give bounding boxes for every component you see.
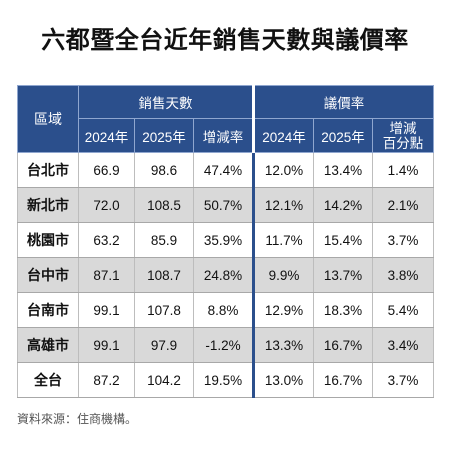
row-region: 桃園市: [17, 222, 79, 258]
header-rate-2024: 2024年: [252, 118, 315, 153]
table-row: 台北市 66.9 98.6 47.4% 12.0% 13.4% 1.4%: [17, 152, 435, 188]
row-region: 全台: [17, 362, 79, 398]
cell-days-2025: 97.9: [134, 327, 194, 363]
data-table: 區域 銷售天數 議價率 2024年 2025年 增減率 2024年 2025年 …: [17, 85, 435, 398]
row-region: 台中市: [17, 257, 79, 293]
cell-rate-change: 1.4%: [372, 152, 435, 188]
header-region: 區域: [17, 85, 79, 153]
cell-rate-2024: 12.1%: [252, 187, 315, 223]
header-group-rate: 議價率: [252, 85, 435, 119]
cell-rate-2024: 13.3%: [252, 327, 315, 363]
source-note: 資料來源：住商機構。: [17, 412, 138, 426]
cell-days-2024: 87.1: [78, 257, 135, 293]
header-group-days: 銷售天數: [77, 85, 255, 119]
cell-rate-2024: 12.0%: [252, 152, 315, 188]
cell-rate-2024: 13.0%: [252, 362, 315, 398]
cell-days-2024: 66.9: [78, 152, 135, 188]
cell-days-2024: 99.1: [78, 292, 135, 328]
table-row: 台中市 87.1 108.7 24.8% 9.9% 13.7% 3.8%: [17, 257, 435, 293]
cell-rate-2024: 11.7%: [252, 222, 315, 258]
table-header: 區域 銷售天數 議價率 2024年 2025年 增減率 2024年 2025年 …: [17, 85, 435, 153]
cell-days-2025: 107.8: [134, 292, 194, 328]
cell-rate-2025: 16.7%: [313, 327, 374, 363]
cell-rate-change: 3.8%: [372, 257, 435, 293]
cell-days-change: -1.2%: [192, 327, 255, 363]
cell-rate-2024: 12.9%: [252, 292, 315, 328]
cell-days-2025: 108.7: [134, 257, 194, 293]
chart-title: 六都暨全台近年銷售天數與議價率: [41, 26, 409, 54]
table-row: 新北市 72.0 108.5 50.7% 12.1% 14.2% 2.1%: [17, 187, 435, 223]
table-row: 高雄市 99.1 97.9 -1.2% 13.3% 16.7% 3.4%: [17, 327, 435, 363]
cell-days-change: 47.4%: [192, 152, 255, 188]
cell-rate-change: 3.4%: [372, 327, 435, 363]
row-region: 台北市: [17, 152, 79, 188]
header-days-change: 增減率: [192, 118, 255, 153]
cell-days-change: 35.9%: [192, 222, 255, 258]
cell-days-change: 50.7%: [192, 187, 255, 223]
cell-rate-2025: 13.7%: [313, 257, 374, 293]
cell-rate-change: 3.7%: [372, 222, 435, 258]
row-region: 高雄市: [17, 327, 79, 363]
cell-days-2025: 104.2: [134, 362, 194, 398]
cell-days-2025: 85.9: [134, 222, 194, 258]
cell-days-change: 8.8%: [192, 292, 255, 328]
cell-rate-2025: 15.4%: [313, 222, 374, 258]
cell-days-2025: 98.6: [134, 152, 194, 188]
cell-rate-2025: 13.4%: [313, 152, 374, 188]
cell-days-change: 24.8%: [192, 257, 255, 293]
header-days-2025: 2025年: [134, 118, 194, 153]
table-row: 桃園市 63.2 85.9 35.9% 11.7% 15.4% 3.7%: [17, 222, 435, 258]
cell-rate-2025: 18.3%: [313, 292, 374, 328]
cell-rate-change: 5.4%: [372, 292, 435, 328]
header-days-2024: 2024年: [78, 118, 135, 153]
cell-rate-2024: 9.9%: [252, 257, 315, 293]
cell-days-2024: 72.0: [78, 187, 135, 223]
row-region: 台南市: [17, 292, 79, 328]
cell-days-2024: 63.2: [78, 222, 135, 258]
cell-rate-2025: 14.2%: [313, 187, 374, 223]
header-rate-2025: 2025年: [313, 118, 374, 153]
row-region: 新北市: [17, 187, 79, 223]
table-body: 台北市 66.9 98.6 47.4% 12.0% 13.4% 1.4% 新北市 72.0 108…: [17, 152, 435, 398]
cell-rate-change: 2.1%: [372, 187, 435, 223]
table-row: 台南市 99.1 107.8 8.8% 12.9% 18.3% 5.4%: [17, 292, 435, 328]
cell-days-2024: 99.1: [78, 327, 135, 363]
table-row: 全台 87.2 104.2 19.5% 13.0% 16.7% 3.7%: [17, 362, 435, 398]
cell-days-2024: 87.2: [78, 362, 135, 398]
cell-days-2025: 108.5: [134, 187, 194, 223]
cell-rate-change: 3.7%: [372, 362, 435, 398]
header-rate-change: 增減 百分點: [372, 118, 435, 153]
cell-rate-2025: 16.7%: [313, 362, 374, 398]
header-rate-change-label: 增減 百分點: [382, 120, 424, 151]
cell-days-change: 19.5%: [192, 362, 255, 398]
